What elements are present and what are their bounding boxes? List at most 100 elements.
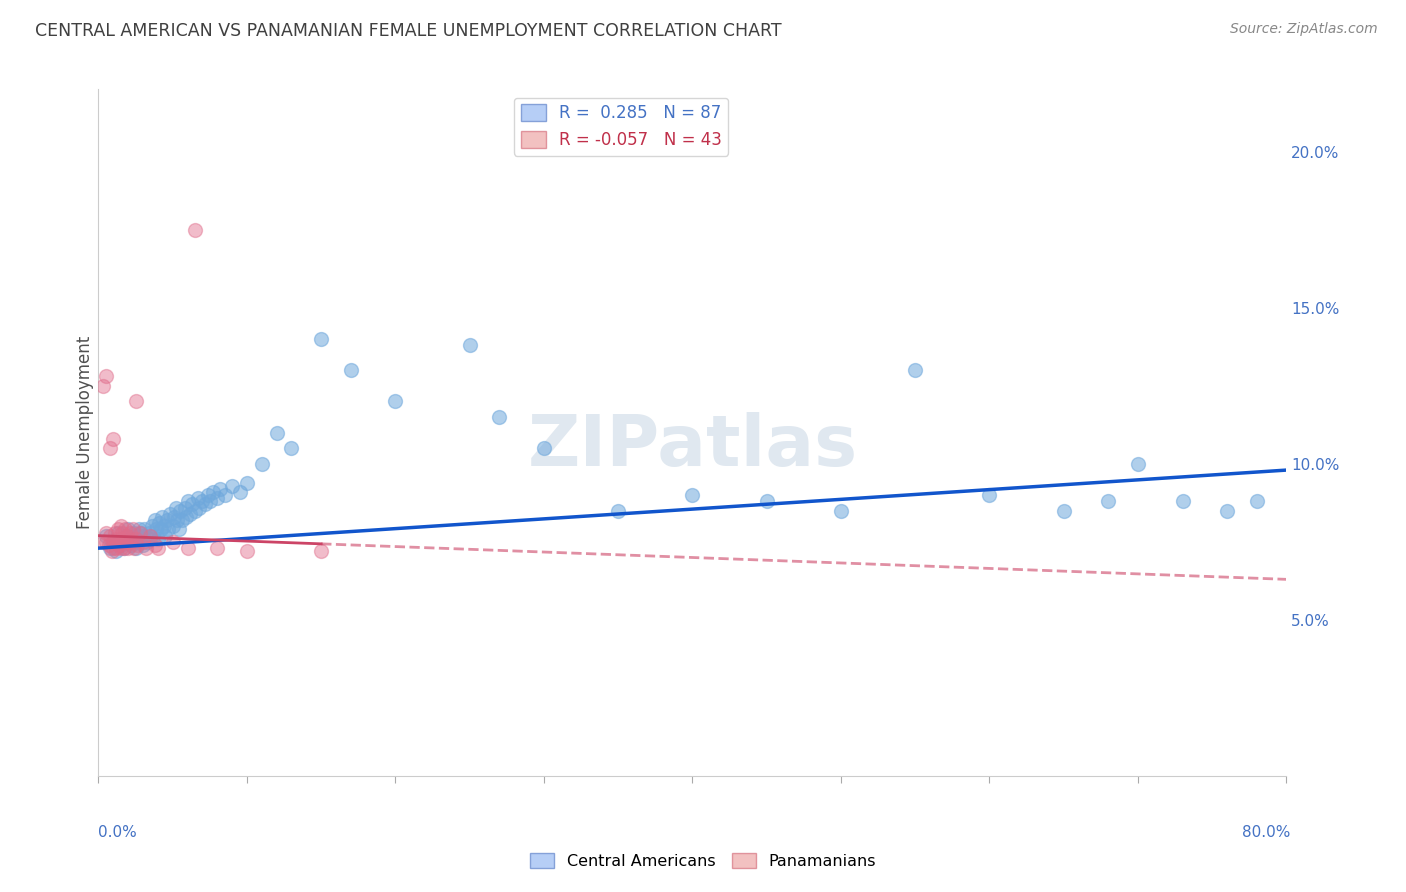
Point xyxy=(141,519,163,533)
Point xyxy=(114,534,136,549)
Point xyxy=(162,534,184,549)
Point xyxy=(228,485,250,500)
Point xyxy=(149,522,172,536)
Point xyxy=(533,441,555,455)
Point xyxy=(120,538,142,552)
Point xyxy=(173,500,195,515)
Point xyxy=(105,532,128,546)
Point xyxy=(124,394,146,409)
Point xyxy=(170,513,193,527)
Point xyxy=(1126,457,1149,471)
Point xyxy=(114,522,136,536)
Point xyxy=(124,532,146,546)
Point xyxy=(98,441,121,455)
Point xyxy=(117,522,139,536)
Point xyxy=(125,534,148,549)
Point xyxy=(120,534,142,549)
Point xyxy=(110,532,132,546)
Point xyxy=(103,534,125,549)
Point xyxy=(108,538,131,552)
Point xyxy=(236,544,259,558)
Point xyxy=(266,425,288,440)
Point xyxy=(143,513,166,527)
Point xyxy=(94,534,117,549)
Point xyxy=(155,528,177,542)
Point xyxy=(280,441,302,455)
Point xyxy=(91,534,114,549)
Point xyxy=(146,532,169,546)
Legend: R =  0.285   N = 87, R = -0.057   N = 43: R = 0.285 N = 87, R = -0.057 N = 43 xyxy=(515,97,728,155)
Legend: Central Americans, Panamanians: Central Americans, Panamanians xyxy=(524,847,882,875)
Point xyxy=(103,432,125,446)
Point xyxy=(110,538,132,552)
Point xyxy=(191,494,214,508)
Point xyxy=(129,532,152,546)
Point xyxy=(152,519,174,533)
Point xyxy=(169,503,191,517)
Point xyxy=(132,534,155,549)
Point xyxy=(115,528,138,542)
Point xyxy=(121,522,143,536)
Point xyxy=(107,525,129,540)
Point xyxy=(139,532,162,546)
Point xyxy=(103,534,125,549)
Text: CENTRAL AMERICAN VS PANAMANIAN FEMALE UNEMPLOYMENT CORRELATION CHART: CENTRAL AMERICAN VS PANAMANIAN FEMALE UN… xyxy=(35,22,782,40)
Point xyxy=(198,494,221,508)
Point xyxy=(132,538,155,552)
Point xyxy=(97,538,120,552)
Text: Source: ZipAtlas.com: Source: ZipAtlas.com xyxy=(1230,22,1378,37)
Point xyxy=(135,541,157,555)
Point xyxy=(1053,503,1076,517)
Point xyxy=(118,525,141,540)
Point xyxy=(91,378,114,392)
Point xyxy=(181,497,204,511)
Point xyxy=(209,482,232,496)
Point xyxy=(904,363,927,377)
Point xyxy=(184,503,207,517)
Point xyxy=(214,488,236,502)
Point xyxy=(110,519,132,533)
Point xyxy=(142,528,165,542)
Point xyxy=(236,475,259,490)
Point xyxy=(165,500,187,515)
Point xyxy=(340,363,363,377)
Point xyxy=(157,522,180,536)
Point xyxy=(179,507,201,521)
Point xyxy=(309,544,332,558)
Point xyxy=(755,494,778,508)
Point xyxy=(103,541,125,555)
Point xyxy=(98,528,121,542)
Point xyxy=(143,538,166,552)
Point xyxy=(682,488,704,502)
Point xyxy=(114,534,136,549)
Point xyxy=(188,500,211,515)
Point xyxy=(117,541,139,555)
Point xyxy=(98,541,121,555)
Point xyxy=(184,222,207,236)
Point xyxy=(1171,494,1194,508)
Point xyxy=(207,491,229,505)
Point xyxy=(176,494,198,508)
Point xyxy=(607,503,630,517)
Point xyxy=(221,478,243,492)
Point xyxy=(115,528,138,542)
Point xyxy=(105,541,128,555)
Point xyxy=(830,503,852,517)
Point xyxy=(110,532,132,546)
Point xyxy=(112,541,135,555)
Point xyxy=(124,528,146,542)
Point xyxy=(104,525,127,540)
Point xyxy=(94,528,117,542)
Point xyxy=(125,538,148,552)
Point xyxy=(458,338,481,352)
Point xyxy=(105,544,128,558)
Point xyxy=(1246,494,1268,508)
Point xyxy=(1216,503,1239,517)
Point xyxy=(163,510,186,524)
Point xyxy=(166,513,188,527)
Point xyxy=(94,369,117,384)
Point xyxy=(136,534,159,549)
Point xyxy=(101,544,124,558)
Point xyxy=(110,541,132,555)
Text: 0.0%: 0.0% xyxy=(98,825,138,840)
